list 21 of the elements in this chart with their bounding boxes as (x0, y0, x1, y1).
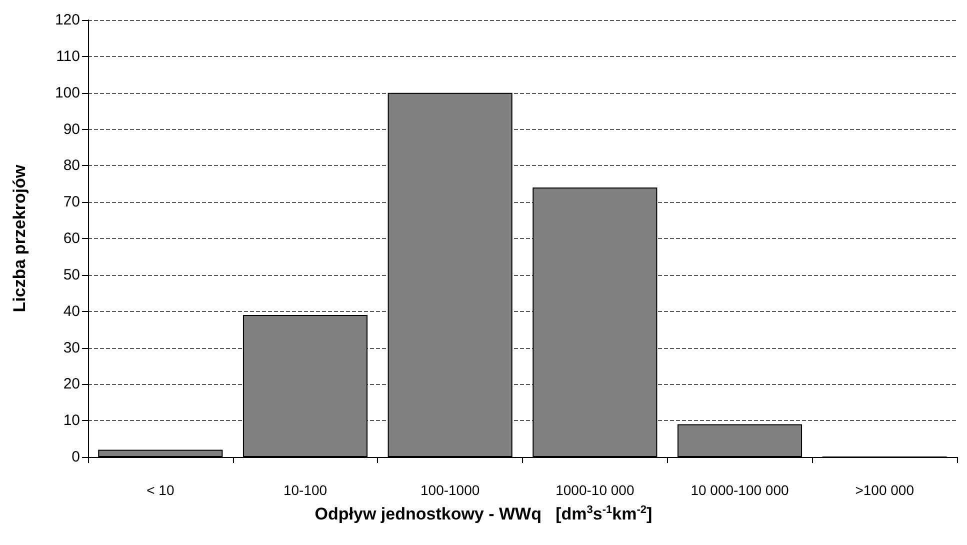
x-tick-label: 100-1000 (420, 482, 480, 498)
y-tick-label: 80 (63, 157, 80, 174)
x-axis-title: Odpływ jednostkowy - WWq [dm$^{3}$s$^{-1}$km$^{-2}$] (314, 504, 654, 525)
x-tick-label: 10 000-100 000 (690, 482, 790, 498)
y-tick-label: 50 (63, 266, 80, 284)
x-tick-label: >100 000 (855, 482, 914, 498)
y-tick-label: 0 (72, 448, 80, 466)
y-tick-label: 100 (54, 84, 80, 102)
y-axis-title: Liczba przekrojów (10, 164, 29, 312)
y-tick-label: 10 (63, 412, 80, 430)
y-tick-label: 60 (63, 230, 80, 247)
y-tick-label: 70 (63, 194, 80, 211)
y-tick-label: 30 (63, 339, 80, 356)
y-tick-label: 20 (63, 376, 80, 393)
x-tick-label: < 10 (146, 482, 174, 498)
x-tick-label: 10-100 (283, 482, 328, 498)
y-tick-label: 120 (54, 12, 80, 28)
y-tick-label: 110 (56, 48, 80, 65)
y-tick-label: 40 (63, 302, 80, 320)
x-tick-label: 1000-10 000 (556, 482, 634, 498)
y-tick-label: 90 (63, 120, 80, 138)
